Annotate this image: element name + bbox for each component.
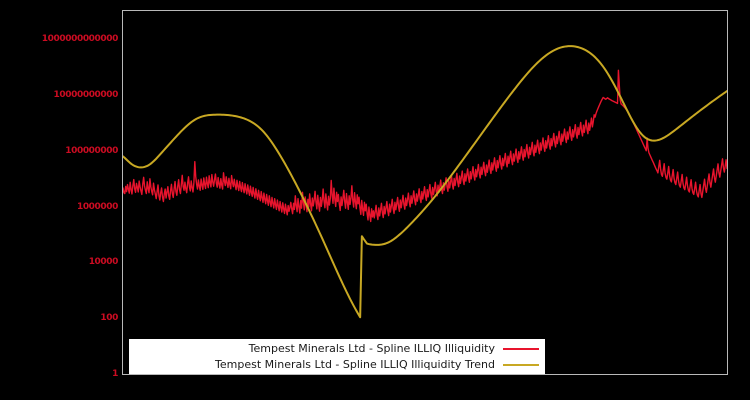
legend-swatch-illiquidity [503,347,539,350]
y-axis-tick-label: 1000000 [76,201,118,212]
legend-label-illiquidity-trend: Tempest Minerals Ltd - Spline ILLIQ Illi… [215,358,495,371]
legend-swatch-illiquidity-trend [503,363,539,366]
chart-legend[interactable]: Tempest Minerals Ltd - Spline ILLIQ Illi… [129,339,545,374]
y-axis-tick-label: 100 [100,313,118,324]
legend-label-illiquidity: Tempest Minerals Ltd - Spline ILLIQ Illi… [248,342,495,355]
y-axis-tick-label: 100000000 [65,145,118,156]
legend-item-illiquidity-trend[interactable]: Tempest Minerals Ltd - Spline ILLIQ Illi… [129,357,539,373]
y-axis-tick-label: 10000000000 [53,89,119,100]
series-line-illiquidity [123,69,727,223]
series-line-illiquidity-trend [123,45,727,319]
legend-item-illiquidity[interactable]: Tempest Minerals Ltd - Spline ILLIQ Illi… [129,341,539,357]
y-axis-tick-label: 1000000000000 [41,33,119,44]
plot-area [122,10,728,375]
y-axis-tick-label: 1 [112,369,118,379]
series-canvas [123,45,727,319]
y-axis-tick-labels: 1000000000000 10000000000 100000000 1000000… [0,0,119,400]
y-axis-tick-label: 10000 [88,257,119,268]
